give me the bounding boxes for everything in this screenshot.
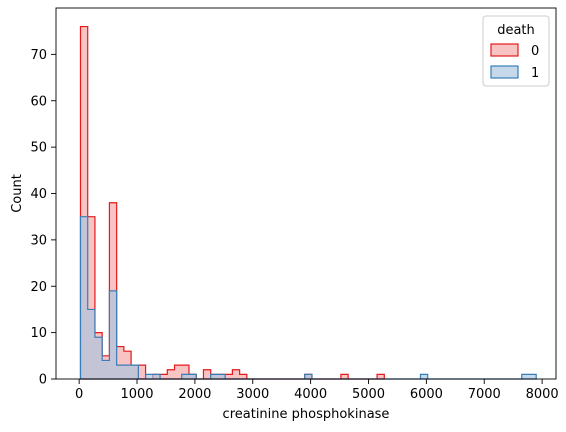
x-axis-ticks: 0 1000 2000 3000 4000 5000 6000 7000 8000: [75, 379, 559, 402]
bin-0-20: [225, 374, 232, 379]
bin-0-41: [377, 374, 384, 379]
bin-0-21: [232, 370, 239, 379]
y-tick-label-0: 0: [39, 373, 47, 388]
bin-1-2: [95, 337, 102, 379]
bin-1-7: [131, 365, 138, 379]
x-tick-label-0: 0: [75, 387, 83, 402]
legend-swatch-0: [490, 43, 519, 57]
legend-label-0: 0: [531, 44, 539, 59]
bin-0-22: [240, 374, 247, 379]
bin-0-36: [341, 374, 348, 379]
x-tick-label-7000: 7000: [468, 387, 501, 402]
legend: death 0 1: [482, 15, 550, 87]
legend-label-1: 1: [531, 66, 539, 81]
y-tick-label-10: 10: [30, 326, 47, 341]
y-tick-label-50: 50: [30, 141, 47, 156]
bin-1-47: [420, 374, 427, 379]
bin-1-19: [218, 374, 225, 379]
y-axis-label: Count: [10, 174, 25, 213]
x-tick-label-1000: 1000: [120, 387, 153, 402]
legend-swatch-1: [490, 65, 519, 79]
bin-0-13: [175, 365, 182, 379]
y-tick-label-70: 70: [30, 48, 47, 63]
bin-1-62: [529, 374, 536, 379]
x-axis-label: creatinine phosphokinase: [223, 407, 390, 422]
bin-1-31: [305, 374, 312, 379]
bin-1-0: [80, 217, 87, 379]
bin-1-1: [88, 309, 95, 379]
bin-1-6: [124, 365, 131, 379]
bin-1-4: [109, 291, 116, 379]
y-tick-label-40: 40: [30, 187, 47, 202]
x-tick-label-3000: 3000: [236, 387, 269, 402]
x-tick-label-8000: 8000: [526, 387, 559, 402]
x-tick-label-2000: 2000: [178, 387, 211, 402]
bin-1-15: [189, 374, 196, 379]
bin-1-9: [146, 374, 153, 379]
y-axis-ticks: 0 10 20 30 40 50 60 70: [30, 48, 56, 388]
y-tick-label-60: 60: [30, 94, 47, 109]
bin-0-8: [138, 365, 145, 379]
y-tick-label-30: 30: [30, 233, 47, 248]
bin-1-3: [102, 360, 109, 379]
bin-1-10: [153, 374, 160, 379]
bin-1-18: [211, 374, 218, 379]
bin-0-11: [160, 374, 167, 379]
x-tick-label-6000: 6000: [410, 387, 443, 402]
bin-0-17: [203, 370, 210, 379]
x-tick-label-4000: 4000: [294, 387, 327, 402]
bin-1-14: [182, 374, 189, 379]
bin-0-12: [167, 370, 174, 379]
y-tick-label-20: 20: [30, 280, 47, 295]
x-tick-label-5000: 5000: [352, 387, 385, 402]
bin-1-61: [522, 374, 529, 379]
legend-title: death: [497, 23, 535, 38]
bin-1-5: [117, 365, 124, 379]
